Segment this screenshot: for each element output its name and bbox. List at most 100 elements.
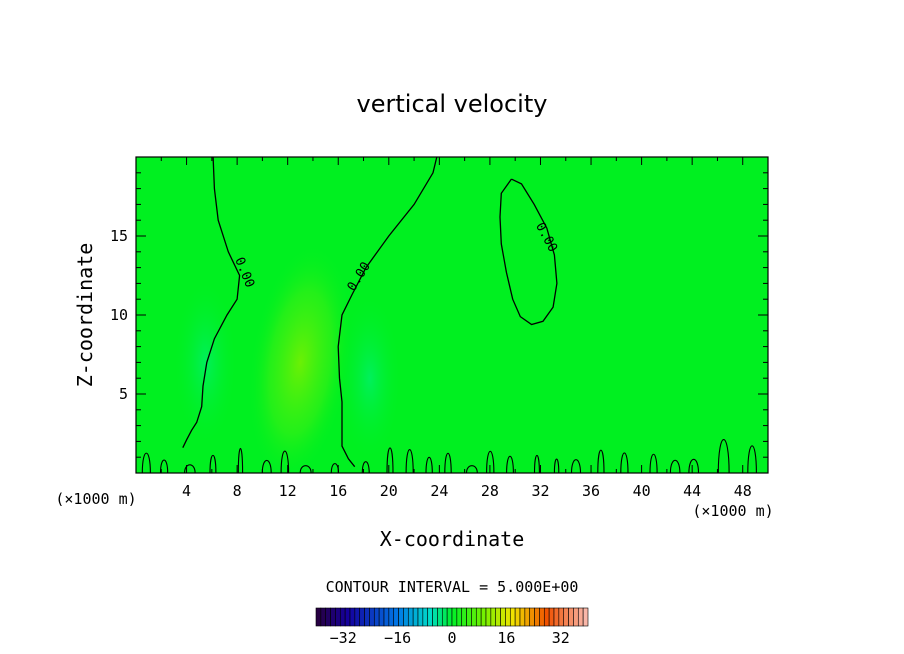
color-bar-swatch xyxy=(568,607,574,627)
x-unit-right: (×1000 m) xyxy=(692,502,773,520)
x-tick-label: 36 xyxy=(582,482,600,500)
color-bar-swatch xyxy=(349,607,356,627)
x-tick-label: 44 xyxy=(683,482,701,500)
chart-title: vertical velocity xyxy=(357,90,548,118)
color-bar-swatch xyxy=(417,607,424,627)
color-bar-swatch xyxy=(330,607,336,627)
color-bar-swatch xyxy=(480,607,487,627)
color-bar-swatch xyxy=(490,607,497,627)
color-bar-swatch xyxy=(315,607,322,627)
contour-line-surface xyxy=(405,449,414,473)
color-bar-swatch xyxy=(339,607,346,627)
plot-field xyxy=(136,157,768,473)
contour-line-surface xyxy=(669,459,681,473)
contour-line-surface xyxy=(486,451,495,473)
x-tick-label: 12 xyxy=(279,482,297,500)
contour-line-surface xyxy=(386,447,394,473)
field-highlight-negative xyxy=(337,293,402,464)
contour-line-surface xyxy=(597,449,605,473)
contour-line-surface xyxy=(141,452,151,473)
x-axis-ticks: 4 8 12 16 20 24 28 32 36 40 44 48 xyxy=(160,157,752,500)
color-bar-swatch xyxy=(383,607,390,627)
y-axis-ticks: 5 10 15 xyxy=(110,172,768,458)
color-bar-swatch xyxy=(519,607,526,627)
color-bar-swatch xyxy=(466,607,472,627)
color-bar-swatch xyxy=(412,607,419,627)
contour-line-surface xyxy=(425,456,433,473)
color-bar-swatch xyxy=(558,607,565,627)
color-bar-swatch xyxy=(393,607,399,627)
color-bar-swatch xyxy=(451,607,458,627)
color-bar xyxy=(315,607,589,627)
color-bar-swatch xyxy=(543,607,550,627)
color-bar-swatch xyxy=(529,607,535,627)
x-tick-label: 48 xyxy=(734,482,752,500)
x-unit-left: (×1000 m) xyxy=(55,490,136,508)
contour-interval-text: CONTOUR INTERVAL = 5.000E+00 xyxy=(326,578,579,596)
color-bar-swatch xyxy=(427,607,433,627)
color-bar-swatch xyxy=(563,607,569,627)
color-bar-swatch xyxy=(500,607,506,627)
color-bar-swatch xyxy=(539,607,545,627)
field-highlights xyxy=(173,243,402,473)
color-bar-swatch xyxy=(354,607,361,627)
x-tick-label: 20 xyxy=(380,482,398,500)
contour-line-surface xyxy=(717,439,730,473)
color-bar-swatch xyxy=(514,607,521,627)
x-tick-label: 4 xyxy=(182,482,191,500)
color-bar-swatch xyxy=(573,607,579,627)
field-highlight-positive xyxy=(248,243,353,473)
color-bar-swatch xyxy=(441,607,448,627)
color-bar-swatch xyxy=(407,607,414,627)
color-bar-swatch xyxy=(577,607,584,627)
color-bar-swatch xyxy=(505,607,511,627)
color-bar-tick-label: 32 xyxy=(552,629,570,647)
contour-line-surface xyxy=(159,459,169,473)
contour-line-surface xyxy=(747,445,757,473)
contour-line-surface xyxy=(209,454,217,473)
x-tick-label: 32 xyxy=(531,482,549,500)
color-bar-swatch xyxy=(432,607,438,627)
contour-line-closed-east xyxy=(499,178,558,326)
color-bar-swatch xyxy=(359,607,365,627)
contour-lines xyxy=(141,157,757,473)
contour-line-surface xyxy=(237,448,244,473)
y-tick-label: 10 xyxy=(110,306,128,324)
y-tick-label: 5 xyxy=(119,385,128,403)
contour-line-surface xyxy=(465,465,478,473)
x-tick-label: 28 xyxy=(481,482,499,500)
x-tick-label: 24 xyxy=(430,482,448,500)
color-bar-swatch xyxy=(548,607,555,627)
contour-line-surface xyxy=(299,465,312,473)
color-bar-swatch xyxy=(524,607,531,627)
color-bar-tick-label: 16 xyxy=(497,629,515,647)
contour-line-west xyxy=(182,157,241,448)
color-bar-tick-label: −16 xyxy=(384,629,411,647)
contour-line-surface xyxy=(553,458,560,473)
color-bar-swatch xyxy=(378,607,385,627)
contour-line-surface xyxy=(361,461,370,473)
color-bar-swatch xyxy=(485,607,492,627)
color-bar-swatch xyxy=(475,607,482,627)
color-bar-swatch xyxy=(403,607,409,627)
color-bar-swatch xyxy=(344,607,351,627)
color-bar-swatch xyxy=(373,607,380,627)
color-bar-ticks: −32 −16 0 16 32 xyxy=(330,629,570,647)
contour-line-surface xyxy=(444,452,452,473)
x-tick-label: 16 xyxy=(329,482,347,500)
color-bar-swatch xyxy=(471,607,477,627)
color-bar-swatch xyxy=(495,607,501,627)
y-tick-label: 15 xyxy=(110,227,128,245)
color-bar-swatch xyxy=(437,607,443,627)
contour-line-surface xyxy=(184,464,196,473)
color-bar-swatch xyxy=(422,607,429,627)
x-tick-label: 40 xyxy=(633,482,651,500)
color-bar-swatch xyxy=(446,607,453,627)
contour-line-surface xyxy=(570,459,582,473)
color-bar-swatch xyxy=(456,607,463,627)
color-bar-swatch xyxy=(320,607,327,627)
contour-line-surface xyxy=(280,450,290,473)
color-bar-swatch xyxy=(582,607,589,627)
color-bar-tick-label: 0 xyxy=(447,629,456,647)
